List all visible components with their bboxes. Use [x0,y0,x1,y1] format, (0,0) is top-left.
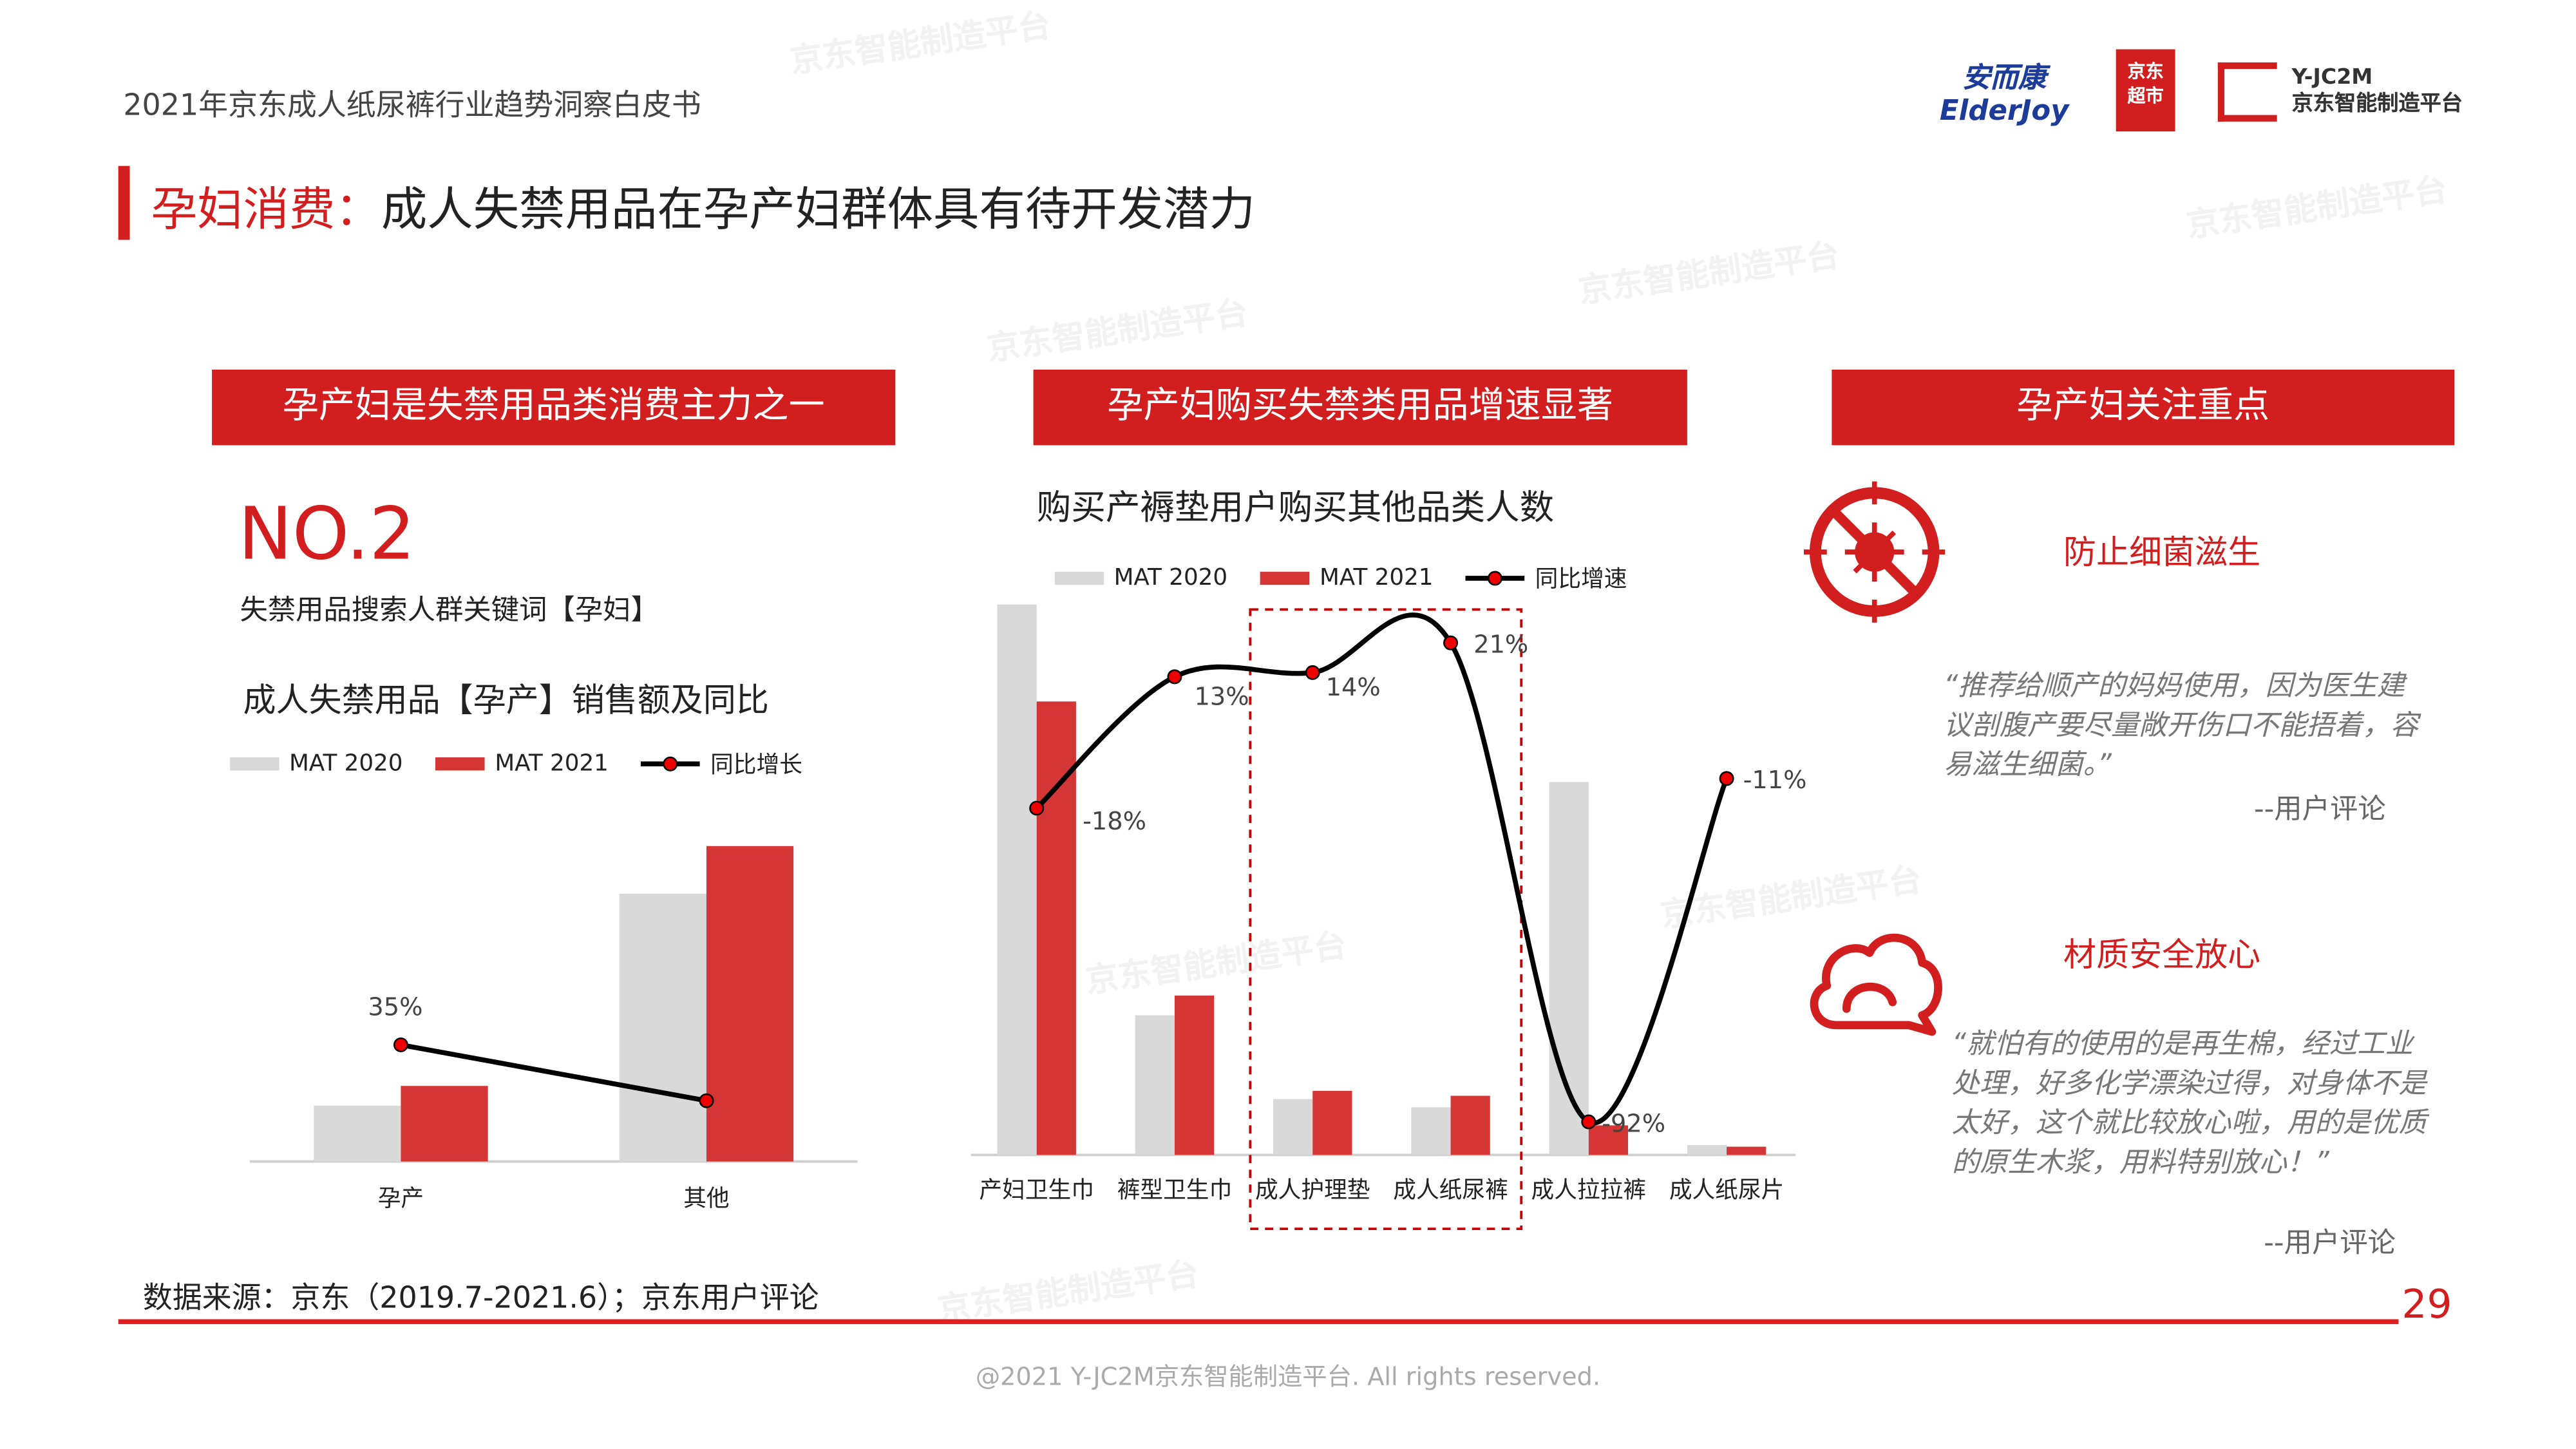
left-section-header: 孕产妇是失禁用品类消费主力之一 [212,369,896,446]
category-label: 成人护理垫 [1255,1177,1370,1204]
growth-point [1719,771,1734,786]
bar-mat2021 [1036,701,1076,1155]
page-number: 29 [2401,1281,2452,1328]
legend-line-marker [1466,571,1526,586]
legend-swatch-mat2020 [230,757,279,771]
growth-point [1167,669,1182,685]
data-source: 数据来源：京东（2019.7-2021.6）；京东用户评论 [142,1281,819,1316]
legend-label: MAT 2021 [1319,565,1434,592]
growth-point [1443,635,1459,650]
rank-caption: 失禁用品搜索人群关键词【孕妇】 [240,594,659,628]
no-bacteria-icon [1803,481,1946,623]
legend-line-marker [641,756,701,772]
growth-label: 13% [1195,682,1249,711]
bar-mat2020 [1687,1145,1727,1155]
yjc2m-logo-mark [2217,62,2277,122]
bar-mat2020 [1273,1099,1313,1155]
yjc2m-logo-text: Y-JC2M 京东智能制造平台 [2291,66,2463,117]
legend-swatch-mat2020 [1054,571,1104,585]
category-label: 成人纸尿裤 [1393,1177,1508,1204]
bar-mat2020 [1135,1015,1175,1155]
bar-mat2021 [401,1086,488,1162]
legend-swatch-mat2021 [435,757,486,771]
middle-section-header: 孕产妇购买失禁类用品增速显著 [1033,369,1687,446]
right-section-header: 孕产妇关注重点 [1832,369,2455,446]
growth-point [699,1093,714,1108]
left-chart-title: 成人失禁用品【孕产】销售额及同比 [243,680,769,720]
bar-mat2020 [619,893,706,1162]
slide-title: 孕妇消费：成人失禁用品在孕产妇群体具有待开发潜力 [151,182,1256,237]
bar-mat2021 [1174,995,1215,1155]
bar-mat2020 [1549,782,1589,1155]
growth-point [1029,800,1045,816]
growth-point [1581,1114,1596,1130]
bar-mat2021 [1450,1095,1490,1155]
point-title: 材质安全放心 [2063,934,2261,974]
growth-label: -11% [1743,766,1807,795]
report-title: 2021年京东成人纸尿裤行业趋势洞察白皮书 [123,88,701,124]
growth-point [393,1037,408,1052]
growth-label: 35% [368,993,422,1022]
category-label: 产妇卫生巾 [979,1177,1094,1204]
bar-mat2021 [706,846,794,1162]
bar-mat2020 [997,604,1037,1155]
quote-source: --用户评论 [2264,1227,2396,1260]
quote-source: --用户评论 [2253,793,2386,827]
growth-label: -18% [1083,807,1146,836]
growth-label: -92% [1602,1109,1665,1138]
growth-label: 21% [1473,630,1528,659]
category-label: 其他 [683,1185,729,1211]
middle-chart-legend: MAT 2020 MAT 2021 同比增速 [1054,562,1627,594]
bar-mat2020 [1411,1107,1451,1155]
growth-line [400,1042,707,1103]
jd-supermarket-logo: 京东 超市 [2116,49,2175,132]
legend-label: 同比增长 [710,752,802,779]
middle-chart-title: 购买产褥垫用户购买其他品类人数 [1036,488,1555,527]
user-quote: “就怕有的使用的是再生棉，经过工业处理，好多化学漂染过得，对身体不是太好，这个就… [1951,1028,2427,1180]
legend-label: 同比增速 [1535,567,1627,593]
user-quote: “推荐给顺产的妈妈使用，因为医生建议剖腹产要尽量敞开伤口不能捂着，容易滋生细菌。… [1943,670,2419,782]
legend-swatch-mat2021 [1260,571,1310,585]
legend-label: MAT 2020 [289,750,403,777]
category-label: 成人纸尿片 [1669,1177,1785,1204]
cotton-cloud-icon [1810,933,1942,1036]
point-title: 防止细菌滋生 [2063,532,2261,572]
bar-mat2021 [1588,1125,1629,1155]
legend-label: MAT 2020 [1113,565,1228,592]
category-label: 成人拉拉裤 [1531,1177,1647,1204]
bar-mat2020 [314,1105,401,1162]
elderjoy-logo: 安而康 ElderJoy [1939,62,2069,128]
title-accent-bar [118,166,130,240]
growth-point [1305,665,1320,680]
left-chart-legend: MAT 2020 MAT 2021 同比增长 [230,748,802,781]
bar-mat2021 [1727,1146,1766,1155]
category-label: 裤型卫生巾 [1117,1177,1233,1204]
growth-label: 14% [1326,673,1381,702]
footer-divider [118,1319,2399,1325]
copyright: @2021 Y-JC2M京东智能制造平台. All rights reserve… [975,1361,1601,1392]
bar-mat2021 [1312,1090,1352,1155]
category-label: 孕产 [378,1185,424,1211]
rank-number: NO.2 [238,493,415,577]
legend-label: MAT 2021 [495,750,609,777]
